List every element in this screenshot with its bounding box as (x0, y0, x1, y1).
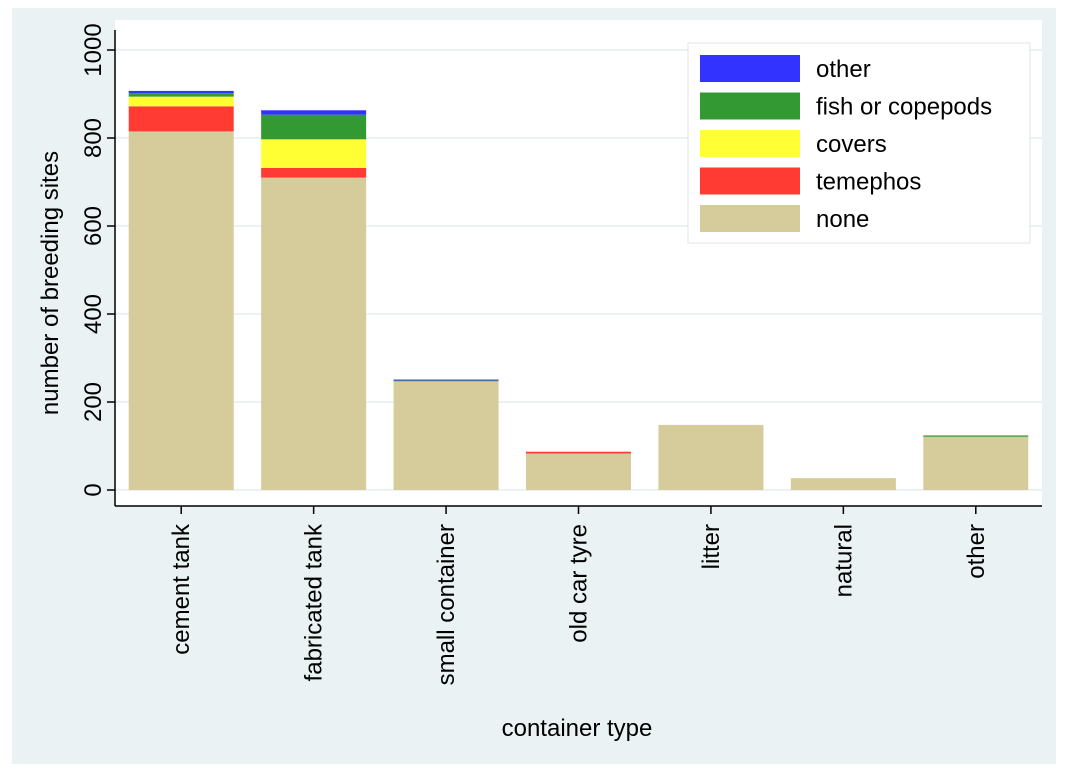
bar-segment-other (393, 379, 499, 381)
bar-segment-none (526, 453, 631, 490)
x-tick-label: fabricated tank (301, 523, 328, 681)
bar-segment-other (261, 110, 367, 115)
legend-swatch (700, 130, 800, 157)
y-tick-label: 600 (80, 206, 107, 246)
x-tick-label: litter (698, 524, 725, 569)
y-axis-ticks: 0 200 400 600 800 1000 (80, 23, 115, 497)
bar-segment-none (790, 478, 896, 490)
legend: other fish or copepods covers temephos none (687, 42, 1031, 244)
legend-swatch (700, 92, 800, 120)
y-tick-label: 800 (80, 118, 107, 158)
legend-label: temephos (816, 169, 921, 196)
x-tick-label: natural (830, 524, 857, 597)
bars (128, 90, 1029, 490)
x-tick-label: other (963, 524, 990, 579)
bar-segment-temephos (261, 167, 367, 178)
y-axis-title: number of breeding sites (37, 151, 64, 415)
x-axis-ticks: cement tank fabricated tank small containe… (168, 506, 990, 685)
bar-segment-fish-or-copepods (128, 93, 234, 97)
x-tick-label: old car tyre (566, 524, 593, 643)
y-tick-label: 1000 (80, 23, 107, 76)
bar-segment-fish-or-copepods (261, 114, 367, 140)
legend-swatch (700, 205, 800, 232)
legend-label: other (816, 56, 871, 83)
y-tick-label: 200 (80, 382, 107, 422)
x-tick-label: small container (433, 524, 460, 685)
legend-label: fish or copepods (816, 94, 992, 121)
bar-segment-covers (261, 139, 367, 168)
bar-segment-none (923, 436, 1029, 490)
bar-segment-none (393, 380, 499, 490)
x-axis-title: container type (502, 715, 653, 742)
x-tick-label: cement tank (168, 523, 195, 655)
legend-label: covers (816, 131, 887, 158)
legend-swatch (700, 167, 800, 195)
bar-segment-fish-or-copepods (393, 380, 499, 382)
bar-segment-other (128, 90, 234, 94)
legend-label: none (816, 206, 869, 233)
bar-segment-fish-or-copepods (923, 435, 1029, 437)
bar-segment-none (658, 424, 764, 490)
bar-segment-temephos (526, 451, 631, 454)
bar-segment-temephos (128, 106, 234, 132)
bar-segment-none (261, 177, 367, 490)
y-tick-label: 0 (80, 483, 107, 496)
bar-segment-none (128, 131, 234, 490)
bar-segment-covers (128, 96, 234, 107)
legend-swatch (700, 55, 800, 82)
y-tick-label: 400 (80, 294, 107, 334)
